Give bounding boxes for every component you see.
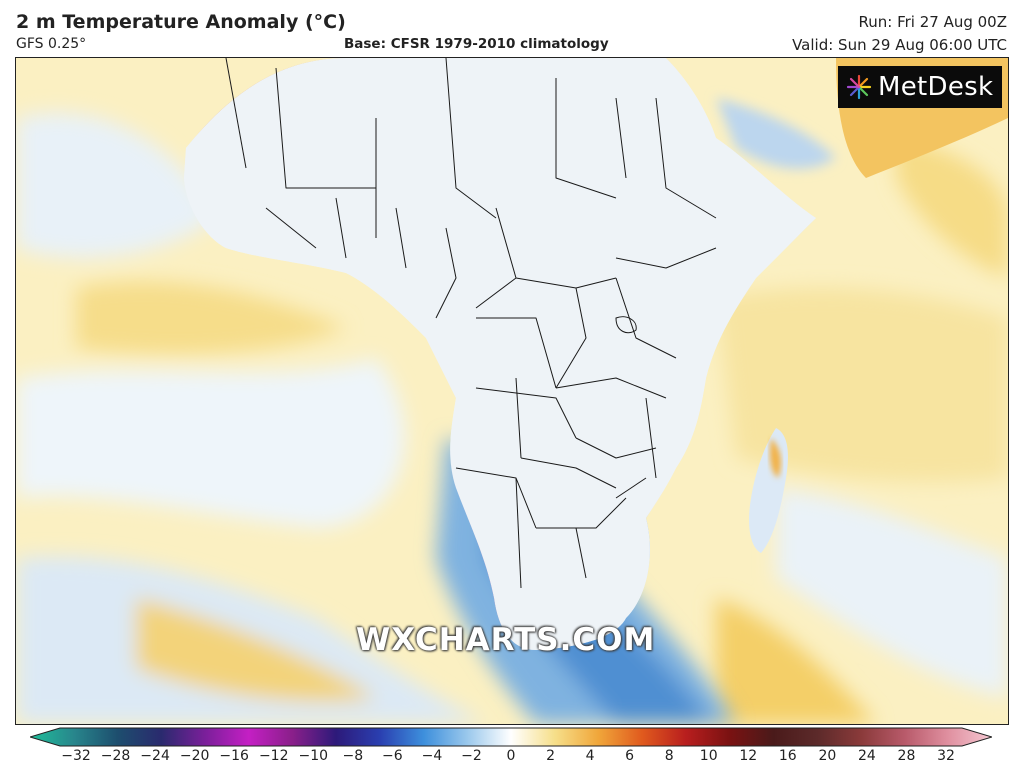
colorbar-tick-label: 10 bbox=[699, 748, 718, 764]
colorbar-tick-label: 28 bbox=[897, 748, 916, 764]
colorbar-ticks: −32 −28 −24 −20 −16 −12 −10 −8 −6 −4 −2 0 2 4 6 8 10 12 16… bbox=[0, 748, 1024, 772]
colorbar-tick-label: −20 bbox=[179, 748, 210, 764]
colorbar-tick-label: 8 bbox=[664, 748, 674, 764]
colorbar-tick-label: −2 bbox=[461, 748, 482, 764]
colorbar-tick-label: −10 bbox=[298, 748, 329, 764]
metdesk-logo: MetDesk bbox=[838, 66, 1002, 108]
anomaly-map bbox=[16, 58, 1008, 724]
colorbar-tick-label: 16 bbox=[778, 748, 797, 764]
run-time-label: Run: Fri 27 Aug 00Z bbox=[858, 13, 1008, 31]
colorbar-tick-label: 2 bbox=[546, 748, 555, 764]
colorbar-tick-label: 4 bbox=[585, 748, 595, 764]
colorbar-tick-label: 20 bbox=[818, 748, 837, 764]
colorbar-tick-label: −12 bbox=[258, 748, 289, 764]
country-borders bbox=[183, 58, 817, 651]
colorbar-tick-label: −6 bbox=[382, 748, 403, 764]
colorbar-tick-label: −24 bbox=[140, 748, 170, 764]
colorbar bbox=[30, 727, 992, 747]
colorbar-tick-label: 32 bbox=[937, 748, 955, 764]
ocean-anomaly-field bbox=[16, 112, 1008, 724]
colorbar-tick-label: −4 bbox=[421, 748, 443, 764]
colorbar-tick-label: −16 bbox=[219, 748, 249, 764]
colorbar-tick-label: −8 bbox=[342, 748, 364, 764]
colorbar-tick-label: 0 bbox=[506, 748, 516, 764]
colorbar-tick-label: −32 bbox=[61, 748, 91, 764]
metdesk-logo-icon bbox=[846, 74, 872, 100]
chart-title: 2 m Temperature Anomaly (°C) bbox=[16, 11, 346, 33]
colorbar-tick-label: 12 bbox=[739, 748, 758, 764]
model-label: GFS 0.25° bbox=[16, 36, 87, 52]
colorbar-bar bbox=[30, 727, 992, 747]
wxcharts-watermark: WXCHARTS.COM bbox=[356, 622, 656, 658]
climatology-base-label: Base: CFSR 1979-2010 climatology bbox=[344, 36, 609, 52]
colorbar-tick-label: 24 bbox=[857, 748, 876, 764]
valid-time-label: Valid: Sun 29 Aug 06:00 UTC bbox=[792, 36, 1007, 54]
lake-victoria bbox=[615, 316, 637, 334]
map-area[interactable]: MetDesk bbox=[15, 57, 1009, 725]
colorbar-tick-label: 6 bbox=[625, 748, 635, 764]
metdesk-logo-text: MetDesk bbox=[878, 72, 994, 102]
colorbar-tick-label: −28 bbox=[100, 748, 131, 764]
